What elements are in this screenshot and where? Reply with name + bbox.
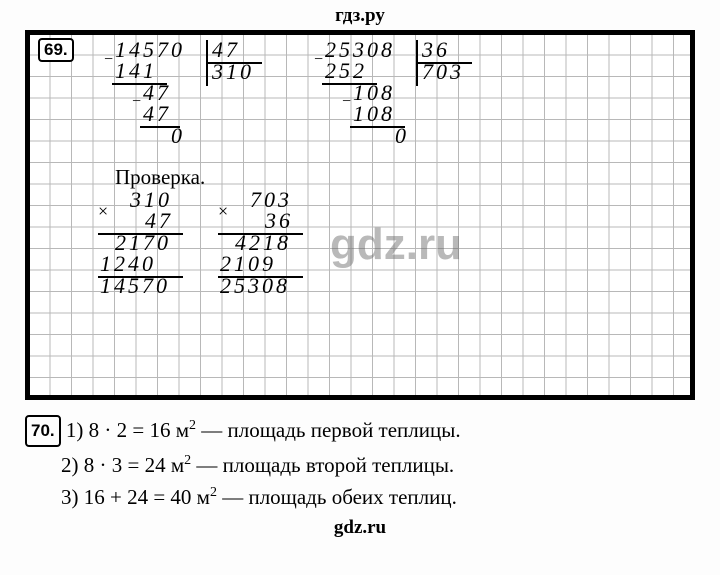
p70-l2-post: — площадь второй теплицы. bbox=[191, 453, 454, 477]
mul2-p2: 2109 bbox=[220, 253, 276, 275]
mul2-b: 36 bbox=[265, 210, 293, 232]
mul1-sign: × bbox=[98, 201, 108, 222]
p70-l1-pre: 1) 8 · 2 = 16 м bbox=[66, 418, 189, 442]
p70-l1-post: — площадь первой теплицы. bbox=[196, 418, 461, 442]
div1-hbar bbox=[206, 62, 262, 64]
problem-69-label: 69. bbox=[38, 38, 74, 62]
div2-l4: 0 bbox=[395, 125, 409, 147]
p70-l3-sq: 2 bbox=[210, 485, 217, 500]
grid-worksheet: 69. 14570 47 310 − 141 47 − 47 0 25308 3… bbox=[25, 30, 695, 400]
p70-l3-post: — площадь обеих теплиц. bbox=[217, 485, 457, 509]
problem-70: 70. 1) 8 · 2 = 16 м2 — площадь первой те… bbox=[25, 412, 695, 511]
div2-minus1: − bbox=[314, 51, 323, 69]
div1-quotient: 310 bbox=[212, 61, 254, 83]
div1-minus2: − bbox=[132, 93, 141, 111]
p70-l2-pre: 2) 8 · 3 = 24 м bbox=[61, 453, 184, 477]
div2-minus2: − bbox=[342, 93, 351, 111]
div2-l3: 108 bbox=[353, 103, 395, 125]
footer-logo: gdz.ru bbox=[0, 511, 720, 539]
mul1-result: 14570 bbox=[100, 275, 170, 297]
div2-quotient: 703 bbox=[422, 61, 464, 83]
div1-l4: 0 bbox=[171, 125, 185, 147]
div1-divisor: 47 bbox=[212, 39, 240, 61]
watermark: gdz.ru bbox=[330, 220, 462, 270]
prob70-line1: 70. 1) 8 · 2 = 16 м2 — площадь первой те… bbox=[25, 412, 695, 447]
mul2-result: 25308 bbox=[220, 275, 290, 297]
mul2-sign: × bbox=[218, 201, 228, 222]
div2-hbar bbox=[416, 62, 472, 64]
p70-l3-pre: 3) 16 + 24 = 40 м bbox=[61, 485, 210, 509]
p70-l1-sq: 2 bbox=[189, 418, 196, 433]
div1-minus1: − bbox=[104, 51, 113, 69]
div2-l1: 252 bbox=[325, 60, 367, 82]
div1-l3: 47 bbox=[143, 103, 171, 125]
problem-70-label: 70. bbox=[25, 415, 61, 447]
mul1-b: 47 bbox=[145, 210, 173, 232]
prob70-line2: 2) 8 · 3 = 24 м2 — площадь второй теплиц… bbox=[25, 447, 695, 479]
mul1-p2: 1240 bbox=[100, 253, 156, 275]
div2-divisor: 36 bbox=[422, 39, 450, 61]
div1-l1: 141 bbox=[115, 60, 157, 82]
header-logo: гдз.ру bbox=[0, 0, 720, 30]
prob70-line3: 3) 16 + 24 = 40 м2 — площадь обеих тепли… bbox=[25, 479, 695, 511]
check-label: Проверка. bbox=[115, 167, 205, 189]
